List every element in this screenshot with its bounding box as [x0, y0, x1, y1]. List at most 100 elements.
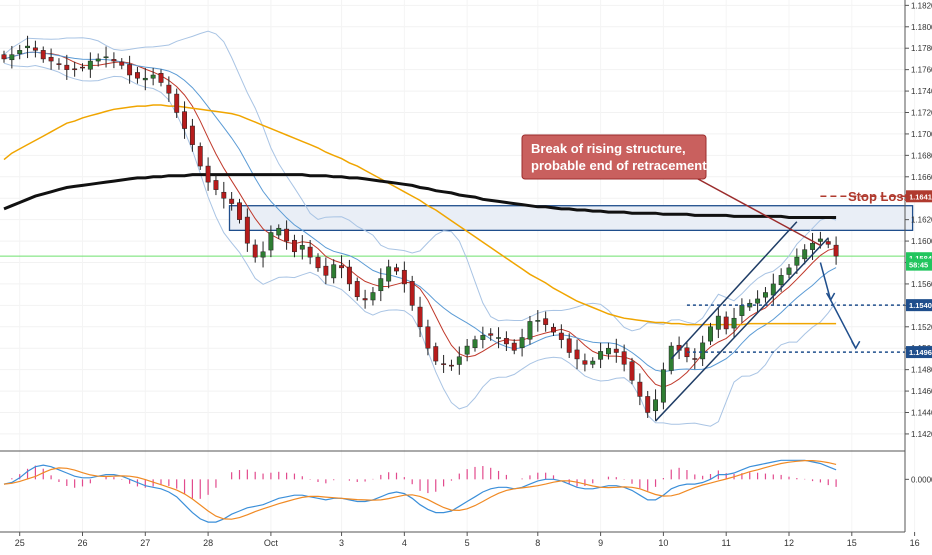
candle-body — [488, 333, 494, 336]
candle-body — [95, 58, 101, 62]
y-tick-label: 1.16000 — [911, 237, 932, 246]
candle-body — [182, 111, 188, 129]
y-tick-label: 1.18000 — [911, 23, 932, 32]
arrow-down-2-head — [851, 340, 861, 350]
candle-body — [613, 348, 619, 353]
candle-body — [464, 345, 470, 355]
price-badge — [906, 258, 932, 271]
candle-body — [425, 326, 431, 349]
callout-line-1: Break of rising structure, — [531, 141, 686, 156]
bollinger-upper — [3, 30, 837, 332]
x-tick-label: 9 — [598, 538, 603, 548]
y-tick-label: 1.18200 — [911, 1, 932, 10]
arrow-down-2 — [829, 299, 857, 349]
candle-body — [409, 281, 415, 306]
x-tick-label: Oct — [264, 538, 279, 548]
candle-body — [386, 266, 392, 282]
x-tick-label: 4 — [402, 538, 407, 548]
candle-body — [519, 337, 525, 349]
candle-body — [158, 73, 164, 83]
candle-body — [150, 74, 156, 79]
candle-body — [17, 50, 23, 55]
candle-body — [833, 244, 839, 257]
candle-body — [229, 198, 235, 204]
candle-body — [292, 239, 297, 253]
macd-y-tick-label: 0.0000 — [911, 475, 932, 484]
candle-body — [606, 347, 611, 355]
x-tick-label: 28 — [203, 538, 213, 548]
candle-body — [810, 242, 815, 250]
y-tick-label: 1.16600 — [911, 173, 932, 182]
candle-body — [127, 64, 133, 76]
candle-body — [111, 59, 117, 62]
callout-box — [521, 134, 707, 180]
y-tick-label: 1.17200 — [911, 109, 932, 118]
candle-body — [346, 266, 352, 285]
y-tick-label: 1.14600 — [911, 387, 932, 396]
candle-body — [551, 326, 556, 333]
candle-body — [213, 180, 219, 190]
candle-body — [174, 93, 180, 113]
candle-body — [72, 68, 78, 71]
y-tick-label: 1.14800 — [911, 366, 932, 375]
y-tick-label: 1.15200 — [911, 323, 932, 332]
price-badge — [906, 299, 932, 312]
price-badge-label: 1.14964 — [909, 348, 932, 357]
x-tick-label: 10 — [658, 538, 668, 548]
candle-body — [770, 283, 776, 296]
candle-body — [237, 202, 242, 220]
candle-body — [119, 61, 125, 66]
candle-body — [221, 191, 227, 199]
candle-body — [441, 363, 447, 365]
stop-loss-label: Stop Loss — [848, 189, 911, 204]
candle-body — [135, 72, 140, 79]
candle-body — [40, 50, 46, 60]
y-tick-label: 1.17800 — [911, 44, 932, 53]
candle-body — [637, 381, 643, 397]
candle-body — [629, 361, 635, 381]
candle-body — [48, 56, 54, 62]
arrow-down-1 — [819, 262, 832, 301]
candle-body — [315, 256, 321, 269]
callout-pointer — [697, 178, 821, 247]
candle-body — [268, 232, 274, 251]
ma-fast-red — [3, 51, 837, 388]
candle-body — [189, 125, 195, 145]
y-tick-label: 1.16800 — [911, 151, 932, 160]
ma-200-orange — [3, 104, 837, 326]
candle-body — [700, 342, 706, 360]
macd-signal-line — [3, 460, 837, 520]
x-tick-label: 25 — [15, 538, 25, 548]
x-tick-label: 11 — [722, 538, 731, 548]
candle-body — [582, 360, 588, 365]
candle-body — [80, 66, 85, 69]
candle-body — [307, 246, 313, 258]
candle-body — [56, 63, 62, 65]
candle-body — [323, 265, 329, 276]
candle-body — [433, 346, 439, 362]
y-tick-label: 1.17600 — [911, 66, 932, 75]
candle-body — [645, 396, 651, 413]
macd-layer: 0.0000-0.0050 — [0, 450, 932, 555]
x-tick-label: 27 — [140, 538, 150, 548]
candle-body — [9, 54, 15, 61]
candle-body — [362, 298, 368, 301]
candle-body — [723, 316, 729, 330]
annotation-layer — [655, 178, 905, 422]
candle-body — [755, 298, 761, 304]
candle-body — [401, 269, 407, 285]
x-tick-label: 15 — [847, 538, 857, 548]
candle-body — [543, 318, 549, 325]
candle-body — [166, 84, 172, 94]
channel-lower-line — [655, 237, 829, 422]
candle-body — [87, 60, 93, 70]
candle-body — [252, 244, 258, 258]
candle-body — [331, 264, 337, 279]
candle-body — [825, 241, 831, 245]
y-tick-label: 1.17400 — [911, 87, 932, 96]
x-tick-label: 3 — [339, 538, 344, 548]
candle-body — [558, 332, 564, 340]
